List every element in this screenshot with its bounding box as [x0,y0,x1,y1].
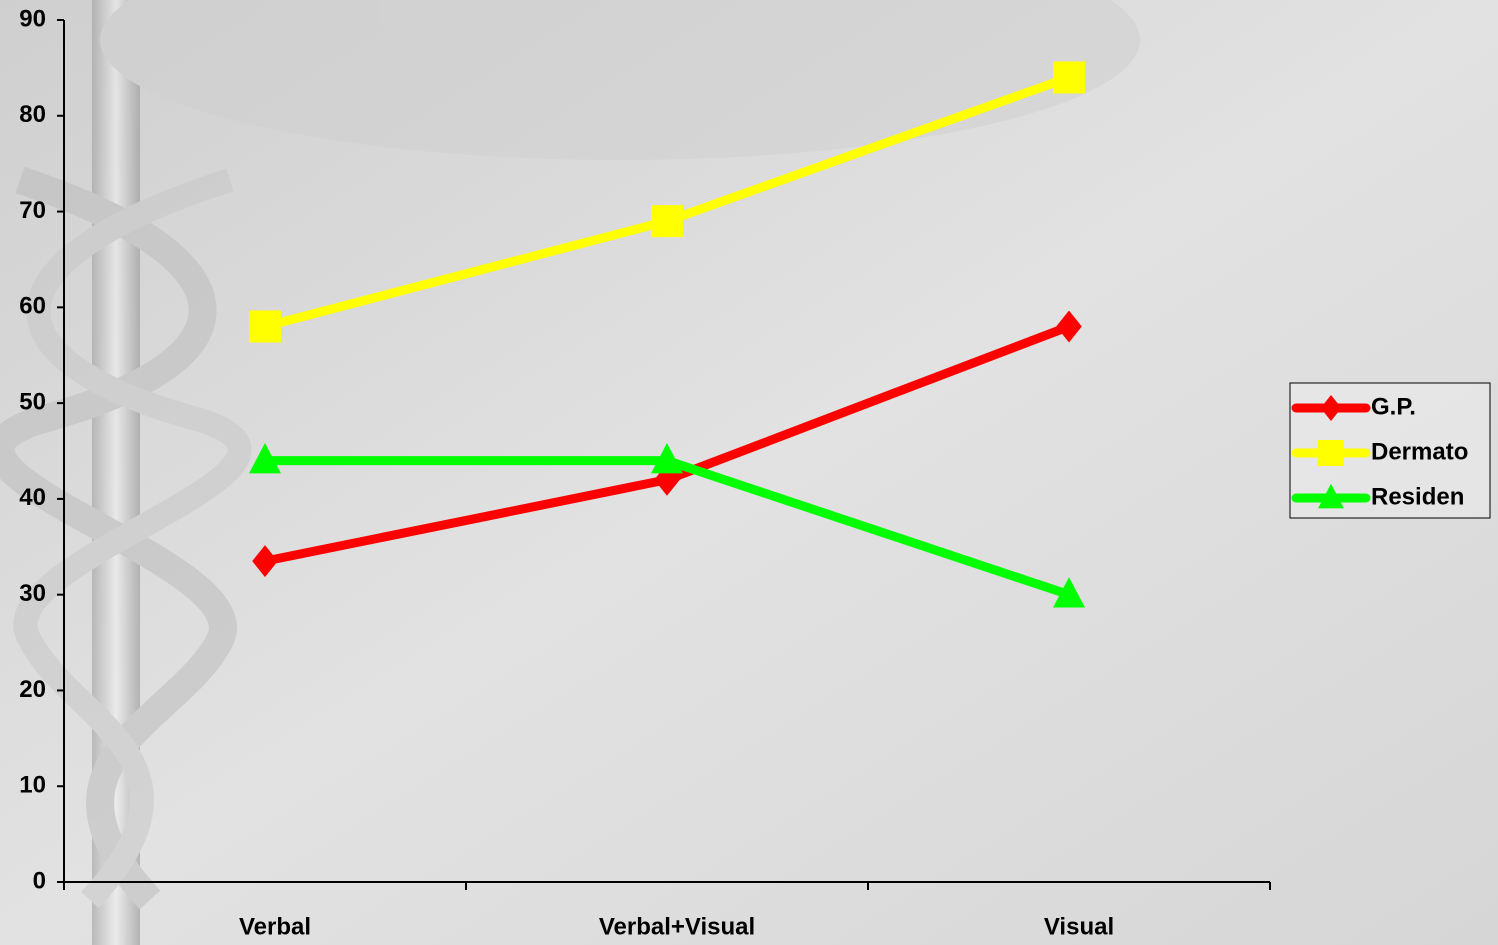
legend-label: Residen [1371,483,1464,510]
legend-label: Dermato [1371,438,1468,465]
marker [651,442,683,474]
y-tick-label: 40 [19,484,46,511]
x-tick-label: Verbal+Visual [599,913,755,940]
legend-label: G.P. [1371,393,1416,420]
y-tick-label: 30 [19,580,46,607]
background-emblem [0,0,1140,945]
y-tick-label: 90 [19,5,46,32]
marker [1056,310,1082,343]
marker [249,442,281,474]
marker [651,205,683,238]
y-tick-label: 80 [19,101,46,128]
marker [1318,440,1344,466]
y-tick-label: 60 [19,293,46,320]
marker [1318,483,1344,509]
y-tick-label: 10 [19,772,46,799]
x-tick-label: Verbal [239,913,311,940]
y-tick-label: 50 [19,388,46,415]
marker [1053,577,1085,608]
y-tick-label: 20 [19,676,46,703]
marker [1053,61,1085,94]
marker [252,545,278,578]
marker [249,310,281,343]
marker [654,463,680,496]
y-tick-label: 70 [19,197,46,224]
x-tick-label: Visual [1044,913,1114,940]
y-tick-label: 0 [33,867,46,894]
marker [1320,395,1342,421]
